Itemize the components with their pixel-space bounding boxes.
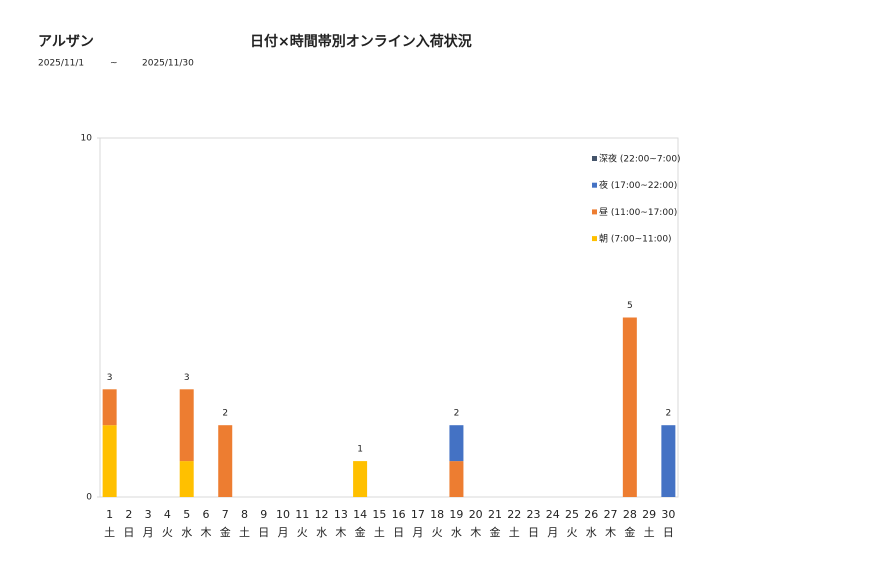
x-tick-label: 19 bbox=[449, 508, 463, 521]
total-label: 2 bbox=[665, 409, 671, 419]
x-weekday-label: 土 bbox=[644, 526, 655, 539]
x-weekday-label: 土 bbox=[374, 526, 385, 539]
x-tick-label: 8 bbox=[241, 508, 248, 521]
x-weekday-label: 木 bbox=[470, 526, 481, 539]
total-label: 5 bbox=[627, 301, 633, 311]
x-tick-label: 12 bbox=[315, 508, 329, 521]
x-weekday-label: 日 bbox=[393, 526, 404, 539]
x-weekday-label: 火 bbox=[297, 526, 308, 539]
legend-label: 夜 (17:00~22:00) bbox=[599, 179, 677, 191]
total-label: 2 bbox=[454, 409, 460, 419]
total-label: 1 bbox=[357, 445, 363, 455]
x-tick-label: 1 bbox=[106, 508, 113, 521]
x-tick-label: 18 bbox=[430, 508, 444, 521]
x-weekday-label: 日 bbox=[663, 526, 674, 539]
x-tick-label: 27 bbox=[604, 508, 618, 521]
date-separator: ~ bbox=[110, 59, 118, 69]
x-weekday-label: 木 bbox=[200, 526, 211, 539]
bar-segment bbox=[179, 461, 194, 497]
x-tick-label: 30 bbox=[661, 508, 675, 521]
bar-segment bbox=[449, 425, 464, 462]
x-tick-label: 20 bbox=[469, 508, 483, 521]
x-weekday-label: 金 bbox=[220, 525, 231, 539]
y-tick-label: 0 bbox=[86, 493, 92, 503]
x-weekday-label: 水 bbox=[181, 526, 192, 539]
x-tick-label: 28 bbox=[623, 508, 637, 521]
x-tick-label: 24 bbox=[546, 508, 560, 521]
x-weekday-label: 土 bbox=[239, 526, 250, 539]
x-tick-label: 10 bbox=[276, 508, 290, 521]
y-tick-label: 10 bbox=[81, 134, 93, 144]
legend-label: 昼 (11:00~17:00) bbox=[599, 207, 677, 218]
bar-segment bbox=[218, 425, 233, 497]
page-title: アルザン bbox=[38, 34, 94, 50]
x-weekday-label: 金 bbox=[355, 525, 366, 539]
chart-title: 日付×時間帯別オンライン入荷状況 bbox=[250, 33, 472, 50]
x-weekday-label: 日 bbox=[528, 526, 539, 539]
x-weekday-label: 火 bbox=[162, 526, 173, 539]
x-tick-label: 5 bbox=[183, 508, 190, 521]
x-tick-label: 4 bbox=[164, 508, 171, 521]
x-tick-label: 22 bbox=[507, 508, 521, 521]
x-weekday-label: 月 bbox=[143, 526, 154, 539]
legend-label: 朝 (7:00~11:00) bbox=[599, 234, 672, 245]
x-weekday-label: 木 bbox=[605, 526, 616, 539]
bar-segment bbox=[179, 389, 194, 462]
total-label: 3 bbox=[107, 373, 113, 383]
x-weekday-label: 月 bbox=[412, 526, 423, 539]
x-weekday-label: 火 bbox=[567, 526, 578, 539]
x-tick-label: 11 bbox=[295, 508, 309, 521]
x-tick-label: 7 bbox=[222, 508, 229, 521]
x-weekday-label: 金 bbox=[624, 525, 635, 539]
x-weekday-label: 月 bbox=[278, 526, 289, 539]
legend-swatch bbox=[592, 209, 597, 215]
plot-area bbox=[99, 137, 679, 498]
x-tick-label: 25 bbox=[565, 508, 579, 521]
x-weekday-label: 土 bbox=[509, 526, 520, 539]
x-tick-label: 13 bbox=[334, 508, 348, 521]
x-weekday-label: 日 bbox=[258, 526, 269, 539]
x-tick-label: 23 bbox=[527, 508, 541, 521]
x-tick-label: 16 bbox=[392, 508, 406, 521]
x-tick-label: 6 bbox=[202, 508, 209, 521]
legend-label: 深夜 (22:00~7:00) bbox=[599, 153, 681, 165]
x-tick-label: 9 bbox=[260, 508, 267, 521]
bar-segment bbox=[622, 317, 637, 497]
bar-segment bbox=[449, 461, 464, 497]
x-tick-label: 21 bbox=[488, 508, 502, 521]
x-tick-label: 3 bbox=[145, 508, 152, 521]
date-from: 2025/11/1 bbox=[38, 59, 84, 69]
bar-segment bbox=[102, 389, 117, 426]
bar-segment bbox=[353, 461, 368, 497]
total-label: 2 bbox=[222, 409, 228, 419]
x-weekday-label: 木 bbox=[335, 526, 346, 539]
x-tick-label: 15 bbox=[372, 508, 386, 521]
x-tick-label: 14 bbox=[353, 508, 367, 521]
x-weekday-label: 水 bbox=[586, 526, 597, 539]
legend-swatch bbox=[592, 182, 597, 188]
legend-swatch bbox=[592, 236, 597, 242]
x-weekday-label: 水 bbox=[451, 526, 462, 539]
x-tick-label: 17 bbox=[411, 508, 425, 521]
x-weekday-label: 金 bbox=[489, 525, 500, 539]
x-weekday-label: 月 bbox=[547, 526, 558, 539]
x-weekday-label: 土 bbox=[104, 526, 115, 539]
x-weekday-label: 水 bbox=[316, 526, 327, 539]
x-tick-label: 29 bbox=[642, 508, 656, 521]
date-to: 2025/11/30 bbox=[142, 59, 194, 69]
total-label: 3 bbox=[184, 373, 190, 383]
x-tick-label: 26 bbox=[584, 508, 598, 521]
x-tick-label: 2 bbox=[125, 508, 132, 521]
bar-segment bbox=[661, 425, 676, 497]
bar-segment bbox=[102, 425, 117, 497]
x-weekday-label: 日 bbox=[123, 526, 134, 539]
legend-swatch bbox=[592, 156, 597, 161]
x-weekday-label: 火 bbox=[432, 526, 443, 539]
